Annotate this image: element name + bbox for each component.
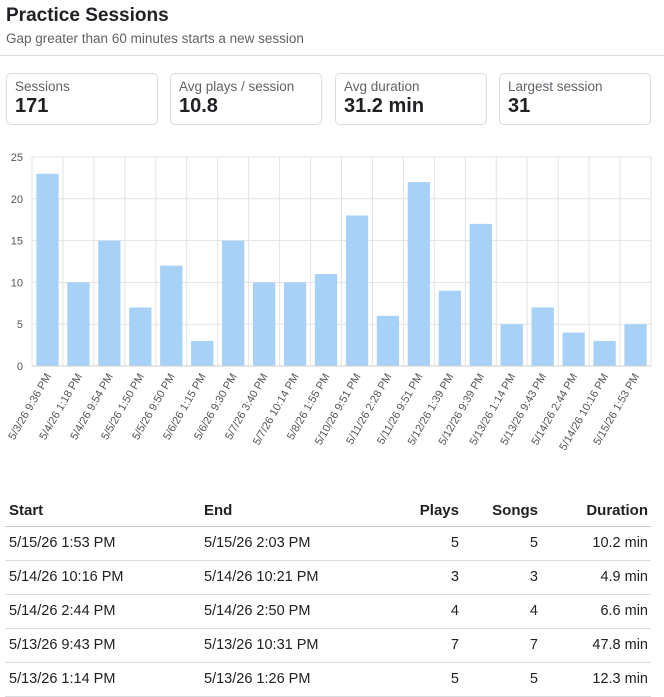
table-header-row: Start End Plays Songs Duration	[5, 494, 651, 527]
stat-value: 171	[15, 95, 49, 117]
cell-plays: 5	[450, 535, 459, 551]
bar	[407, 182, 431, 366]
cell-songs: 5	[529, 535, 538, 551]
bar	[314, 274, 338, 366]
bar	[36, 173, 59, 366]
bar	[531, 307, 554, 366]
cell-duration: 47.8 min	[592, 637, 648, 653]
y-tick-label: 5	[17, 319, 23, 331]
page-header: Practice Sessions Gap greater than 60 mi…	[0, 0, 664, 56]
bar	[129, 307, 152, 366]
bar	[376, 315, 400, 366]
column-header-plays[interactable]: Plays	[419, 502, 459, 519]
cell-songs: 4	[529, 603, 538, 619]
cell-songs: 7	[529, 637, 538, 653]
stat-card-largest-session: Largest session 31	[499, 73, 651, 125]
cell-start: 5/15/26 1:53 PM	[9, 535, 116, 551]
column-header-end[interactable]: End	[204, 502, 233, 519]
bar	[562, 332, 585, 366]
cell-plays: 3	[450, 569, 459, 585]
bar	[500, 324, 523, 366]
bar	[283, 282, 307, 366]
stat-label: Avg plays / session	[179, 79, 295, 94]
column-header-songs[interactable]: Songs	[492, 502, 538, 519]
column-header-start[interactable]: Start	[9, 502, 44, 519]
bar	[191, 340, 214, 366]
cell-duration: 4.9 min	[600, 569, 648, 585]
bar	[160, 265, 183, 366]
table-row[interactable]: 5/14/26 2:44 PM 5/14/26 2:50 PM 4 4 6.6 …	[5, 595, 651, 629]
cell-start: 5/13/26 1:14 PM	[9, 671, 116, 687]
page-title: Practice Sessions	[6, 5, 169, 26]
cell-start: 5/14/26 2:44 PM	[9, 603, 116, 619]
stat-value: 31	[508, 95, 531, 117]
table-row[interactable]: 5/13/26 9:43 PM 5/13/26 10:31 PM 7 7 47.…	[5, 629, 651, 663]
cell-songs: 5	[529, 671, 538, 687]
bar	[624, 324, 647, 366]
cell-duration: 6.6 min	[600, 603, 648, 619]
stat-value: 31.2 min	[344, 95, 425, 117]
cell-duration: 12.3 min	[592, 671, 648, 687]
cell-end: 5/13/26 10:31 PM	[204, 637, 319, 653]
y-tick-label: 20	[11, 194, 23, 206]
table-row[interactable]: 5/14/26 10:16 PM 5/14/26 10:21 PM 3 3 4.…	[5, 561, 651, 595]
cell-end: 5/14/26 10:21 PM	[204, 569, 319, 585]
cell-songs: 3	[529, 569, 538, 585]
bar	[469, 223, 492, 366]
cell-duration: 10.2 min	[592, 535, 648, 551]
stat-card-sessions: Sessions 171	[6, 73, 158, 125]
cell-end: 5/15/26 2:03 PM	[204, 535, 311, 551]
stat-label: Sessions	[15, 79, 70, 94]
cell-start: 5/14/26 10:16 PM	[9, 569, 124, 585]
stat-value: 10.8	[179, 95, 218, 117]
cell-plays: 5	[450, 671, 459, 687]
table-row[interactable]: 5/15/26 1:53 PM 5/15/26 2:03 PM 5 5 10.2…	[5, 527, 651, 561]
bar	[98, 240, 121, 366]
y-tick-label: 0	[17, 361, 23, 373]
y-tick-label: 15	[11, 236, 23, 248]
sessions-table: Start End Plays Songs Duration 5/15/26 1…	[5, 494, 651, 697]
stats-row: Sessions 171 Avg plays / session 10.8 Av…	[6, 73, 652, 125]
stat-card-avg-duration: Avg duration 31.2 min	[335, 73, 487, 125]
bar	[438, 290, 461, 366]
bar	[593, 340, 616, 366]
cell-end: 5/14/26 2:50 PM	[204, 603, 311, 619]
bar	[222, 240, 245, 366]
page-subtitle: Gap greater than 60 minutes starts a new…	[6, 31, 304, 46]
table-row[interactable]: 5/13/26 1:14 PM 5/13/26 1:26 PM 5 5 12.3…	[5, 663, 651, 697]
bar	[345, 215, 369, 366]
stat-label: Largest session	[508, 79, 603, 94]
cell-start: 5/13/26 9:43 PM	[9, 637, 116, 653]
stat-card-avg-plays: Avg plays / session 10.8	[170, 73, 322, 125]
cell-end: 5/13/26 1:26 PM	[204, 671, 311, 687]
bar	[67, 282, 90, 366]
stat-label: Avg duration	[344, 79, 420, 94]
cell-plays: 7	[450, 637, 459, 653]
cell-plays: 4	[450, 603, 459, 619]
y-tick-label: 10	[11, 277, 23, 289]
y-tick-label: 25	[11, 152, 23, 164]
column-header-duration[interactable]: Duration	[586, 502, 648, 519]
bar	[252, 282, 276, 366]
